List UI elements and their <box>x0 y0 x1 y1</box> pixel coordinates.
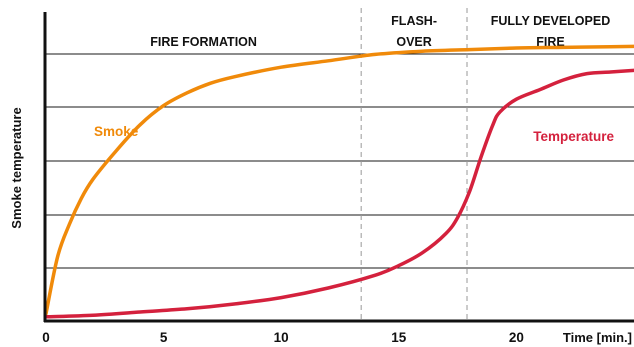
x-tick-label-10: 10 <box>274 330 289 345</box>
x-tick-label-15: 15 <box>391 330 407 345</box>
grid-lines <box>46 53 634 269</box>
x-tick-label-0: 0 <box>42 330 50 345</box>
phase-labels: FIRE FORMATION FLASH- OVER FULLY DEVELOPED F… <box>150 14 610 49</box>
x-tick-labels: 0 5 10 15 20 <box>42 330 524 345</box>
x-tick-label-5: 5 <box>160 330 168 345</box>
x-axis-label: Time [min.] <box>563 330 632 345</box>
series-labels: Smoke Temperature <box>94 124 614 144</box>
series-line-temperature <box>44 68 634 319</box>
y-axis-label: Smoke temperature <box>9 107 24 228</box>
phase-label-3-line2: FIRE <box>536 35 564 49</box>
phase-label-1: FIRE FORMATION <box>150 35 257 49</box>
series-label-temperature: Temperature <box>533 129 614 144</box>
axes <box>43 12 634 323</box>
phase-label-3-line1: FULLY DEVELOPED <box>491 14 610 28</box>
phase-dividers <box>360 8 468 320</box>
x-tick-label-20: 20 <box>509 330 524 345</box>
series-lines <box>44 44 634 319</box>
series-line-smoke <box>44 44 634 316</box>
phase-label-2-line2: OVER <box>396 35 431 49</box>
series-label-smoke: Smoke <box>94 124 139 139</box>
phase-label-2-line1: FLASH- <box>391 14 437 28</box>
